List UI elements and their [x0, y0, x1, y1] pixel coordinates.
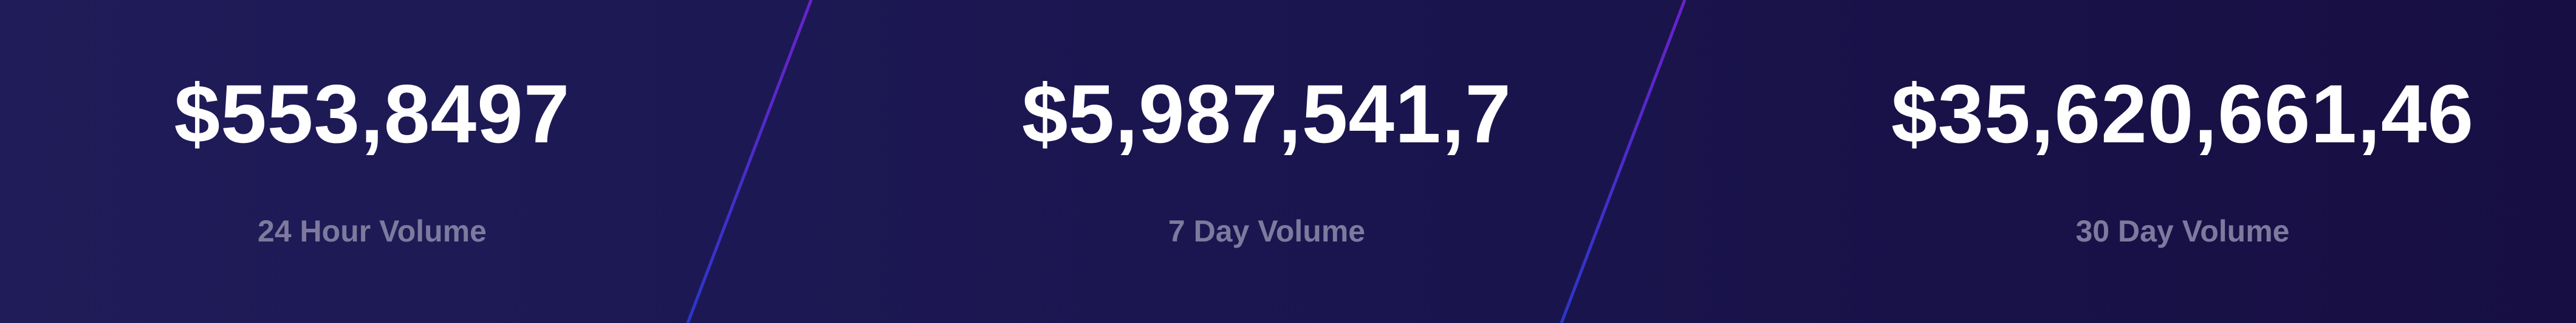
stat-30-day-volume: $35,620,661,46 30 Day Volume — [1789, 0, 2576, 323]
stat-value: $5,987,541,7 — [1021, 68, 1512, 160]
divider-line-left — [686, 0, 813, 323]
stat-7-day-volume: $5,987,541,7 7 Day Volume — [744, 0, 1789, 323]
stat-label: 24 Hour Volume — [258, 214, 487, 248]
stat-value: $35,620,661,46 — [1891, 68, 2475, 160]
divider-line-right — [1560, 0, 1687, 323]
stat-label: 7 Day Volume — [1168, 214, 1366, 248]
stat-24-hour-volume: $553,8497 24 Hour Volume — [0, 0, 744, 323]
stat-value: $553,8497 — [174, 68, 570, 160]
stat-label: 30 Day Volume — [2075, 214, 2290, 248]
